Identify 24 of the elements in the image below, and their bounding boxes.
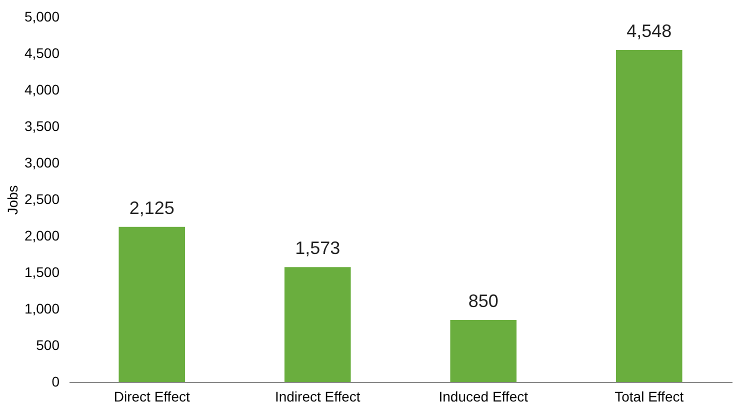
data-label: 2,125 [129, 198, 174, 218]
y-tick-label: 1,000 [24, 300, 60, 316]
y-axis-title: Jobs [4, 185, 20, 215]
y-tick-label: 4,000 [24, 82, 60, 98]
bar [118, 226, 186, 382]
y-tick-label: 1,500 [24, 264, 60, 280]
data-label: 850 [468, 290, 498, 311]
y-tick-label: 2,500 [24, 191, 60, 207]
bar [450, 320, 517, 382]
x-tick-label: Total Effect [614, 388, 684, 404]
x-tick-label: Indirect Effect [274, 388, 360, 404]
y-tick-label: 0 [52, 374, 60, 390]
data-label: 1,573 [295, 238, 340, 258]
bar [284, 267, 351, 382]
x-tick-label: Induced Effect [438, 388, 528, 404]
x-tick-label: Direct Effect [114, 388, 190, 404]
y-tick-label: 3,500 [24, 118, 60, 134]
y-tick-label: 5,000 [24, 8, 60, 24]
y-tick-label: 500 [36, 337, 60, 353]
bar [616, 50, 682, 382]
y-tick-label: 4,500 [24, 45, 60, 61]
y-tick-label: 2,000 [24, 228, 60, 244]
y-tick-label: 3,000 [24, 154, 60, 170]
data-label: 4,548 [626, 20, 672, 41]
